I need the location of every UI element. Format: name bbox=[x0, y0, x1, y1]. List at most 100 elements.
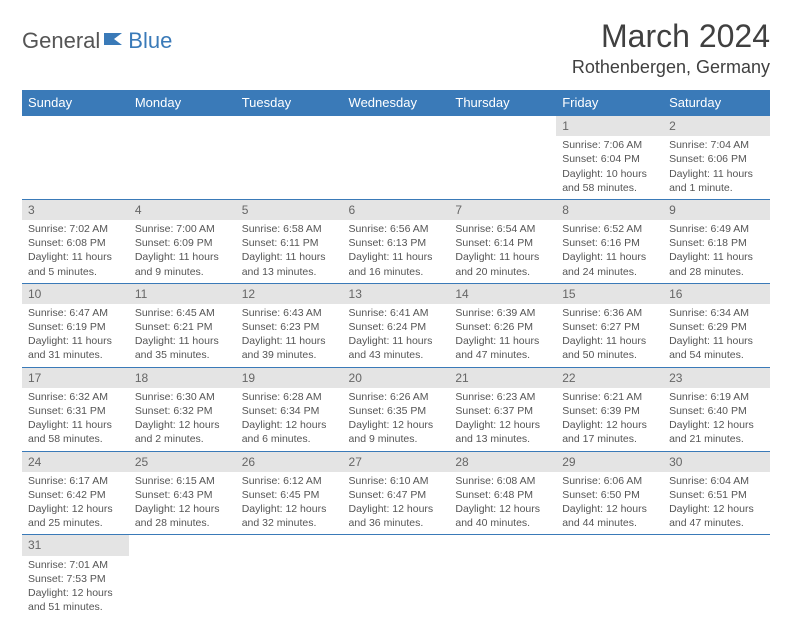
day-number: 30 bbox=[663, 452, 770, 472]
daylight-text: Daylight: 12 hours and 40 minutes. bbox=[455, 502, 550, 530]
day-number: 16 bbox=[663, 284, 770, 304]
day-header-row: SundayMondayTuesdayWednesdayThursdayFrid… bbox=[22, 90, 770, 116]
day-number: 10 bbox=[22, 284, 129, 304]
daylight-text: Daylight: 11 hours and 35 minutes. bbox=[135, 334, 230, 362]
sunset-text: Sunset: 7:53 PM bbox=[28, 572, 123, 586]
sunset-text: Sunset: 6:51 PM bbox=[669, 488, 764, 502]
sunset-text: Sunset: 6:11 PM bbox=[242, 236, 337, 250]
calendar-cell: 19Sunrise: 6:28 AMSunset: 6:34 PMDayligh… bbox=[236, 367, 343, 451]
sunset-text: Sunset: 6:27 PM bbox=[562, 320, 657, 334]
calendar-cell: 16 Sunrise: 6:34 AMSunset: 6:29 PMDayligh… bbox=[663, 283, 770, 367]
calendar-cell: 27Sunrise: 6:10 AMSunset: 6:47 PMDayligh… bbox=[343, 451, 450, 535]
calendar-cell: 15Sunrise: 6:36 AMSunset: 6:27 PMDayligh… bbox=[556, 283, 663, 367]
sunset-text: Sunset: 6:29 PM bbox=[669, 320, 764, 334]
day-number: 27 bbox=[343, 452, 450, 472]
daylight-text: Daylight: 12 hours and 32 minutes. bbox=[242, 502, 337, 530]
calendar-cell: 12Sunrise: 6:43 AMSunset: 6:23 PMDayligh… bbox=[236, 283, 343, 367]
daylight-text: Daylight: 12 hours and 36 minutes. bbox=[349, 502, 444, 530]
sunset-text: Sunset: 6:24 PM bbox=[349, 320, 444, 334]
day-number: 31 bbox=[22, 535, 129, 555]
sunset-text: Sunset: 6:26 PM bbox=[455, 320, 550, 334]
calendar-cell bbox=[22, 116, 129, 200]
daylight-text: Daylight: 10 hours and 58 minutes. bbox=[562, 167, 657, 195]
day-header: Thursday bbox=[449, 90, 556, 116]
day-number: 17 bbox=[22, 368, 129, 388]
daylight-text: Daylight: 12 hours and 47 minutes. bbox=[669, 502, 764, 530]
calendar-cell: 8Sunrise: 6:52 AMSunset: 6:16 PMDaylight… bbox=[556, 199, 663, 283]
sunset-text: Sunset: 6:50 PM bbox=[562, 488, 657, 502]
calendar-cell: 24Sunrise: 6:17 AMSunset: 6:42 PMDayligh… bbox=[22, 451, 129, 535]
calendar-cell: 23Sunrise: 6:19 AMSunset: 6:40 PMDayligh… bbox=[663, 367, 770, 451]
sunset-text: Sunset: 6:21 PM bbox=[135, 320, 230, 334]
calendar-cell: 18Sunrise: 6:30 AMSunset: 6:32 PMDayligh… bbox=[129, 367, 236, 451]
day-number: 6 bbox=[343, 200, 450, 220]
sunrise-text: Sunrise: 6:10 AM bbox=[349, 474, 444, 488]
sunrise-text: Sunrise: 6:28 AM bbox=[242, 390, 337, 404]
sunrise-text: Sunrise: 6:56 AM bbox=[349, 222, 444, 236]
day-number: 13 bbox=[343, 284, 450, 304]
sunset-text: Sunset: 6:48 PM bbox=[455, 488, 550, 502]
day-number: 29 bbox=[556, 452, 663, 472]
sunset-text: Sunset: 6:37 PM bbox=[455, 404, 550, 418]
calendar-cell bbox=[129, 535, 236, 618]
day-number: 24 bbox=[22, 452, 129, 472]
calendar-cell: 21Sunrise: 6:23 AMSunset: 6:37 PMDayligh… bbox=[449, 367, 556, 451]
sunrise-text: Sunrise: 7:04 AM bbox=[669, 138, 764, 152]
sunrise-text: Sunrise: 6:43 AM bbox=[242, 306, 337, 320]
daylight-text: Daylight: 11 hours and 1 minute. bbox=[669, 167, 764, 195]
sunrise-text: Sunrise: 6:34 AM bbox=[669, 306, 764, 320]
sunset-text: Sunset: 6:32 PM bbox=[135, 404, 230, 418]
calendar-week: 1Sunrise: 7:06 AMSunset: 6:04 PMDaylight… bbox=[22, 116, 770, 200]
logo: General Blue bbox=[22, 18, 172, 54]
header: General Blue March 2024 Rothenbergen, Ge… bbox=[22, 18, 770, 78]
sunrise-text: Sunrise: 6:54 AM bbox=[455, 222, 550, 236]
daylight-text: Daylight: 12 hours and 21 minutes. bbox=[669, 418, 764, 446]
sunrise-text: Sunrise: 6:45 AM bbox=[135, 306, 230, 320]
sunrise-text: Sunrise: 6:32 AM bbox=[28, 390, 123, 404]
calendar-cell: 25Sunrise: 6:15 AMSunset: 6:43 PMDayligh… bbox=[129, 451, 236, 535]
sunrise-text: Sunrise: 6:04 AM bbox=[669, 474, 764, 488]
day-number: 7 bbox=[449, 200, 556, 220]
calendar-week: 10Sunrise: 6:47 AMSunset: 6:19 PMDayligh… bbox=[22, 283, 770, 367]
sunrise-text: Sunrise: 7:06 AM bbox=[562, 138, 657, 152]
sunset-text: Sunset: 6:43 PM bbox=[135, 488, 230, 502]
calendar-cell: 13Sunrise: 6:41 AMSunset: 6:24 PMDayligh… bbox=[343, 283, 450, 367]
sunset-text: Sunset: 6:45 PM bbox=[242, 488, 337, 502]
daylight-text: Daylight: 11 hours and 54 minutes. bbox=[669, 334, 764, 362]
calendar-cell: 1Sunrise: 7:06 AMSunset: 6:04 PMDaylight… bbox=[556, 116, 663, 200]
day-number: 22 bbox=[556, 368, 663, 388]
sunrise-text: Sunrise: 6:36 AM bbox=[562, 306, 657, 320]
daylight-text: Daylight: 11 hours and 13 minutes. bbox=[242, 250, 337, 278]
calendar-cell: 22Sunrise: 6:21 AMSunset: 6:39 PMDayligh… bbox=[556, 367, 663, 451]
sunrise-text: Sunrise: 6:49 AM bbox=[669, 222, 764, 236]
calendar-week: 31Sunrise: 7:01 AMSunset: 7:53 PMDayligh… bbox=[22, 535, 770, 618]
day-header: Saturday bbox=[663, 90, 770, 116]
calendar-cell: 3Sunrise: 7:02 AMSunset: 6:08 PMDaylight… bbox=[22, 199, 129, 283]
sunrise-text: Sunrise: 6:19 AM bbox=[669, 390, 764, 404]
day-number: 20 bbox=[343, 368, 450, 388]
logo-flag-icon bbox=[104, 31, 126, 52]
calendar-cell bbox=[663, 535, 770, 618]
calendar-cell: 29Sunrise: 6:06 AMSunset: 6:50 PMDayligh… bbox=[556, 451, 663, 535]
daylight-text: Daylight: 11 hours and 58 minutes. bbox=[28, 418, 123, 446]
sunset-text: Sunset: 6:06 PM bbox=[669, 152, 764, 166]
calendar-cell: 31Sunrise: 7:01 AMSunset: 7:53 PMDayligh… bbox=[22, 535, 129, 618]
daylight-text: Daylight: 12 hours and 13 minutes. bbox=[455, 418, 550, 446]
sunrise-text: Sunrise: 6:26 AM bbox=[349, 390, 444, 404]
sunrise-text: Sunrise: 7:02 AM bbox=[28, 222, 123, 236]
sunset-text: Sunset: 6:23 PM bbox=[242, 320, 337, 334]
day-number: 28 bbox=[449, 452, 556, 472]
day-number: 12 bbox=[236, 284, 343, 304]
sunset-text: Sunset: 6:31 PM bbox=[28, 404, 123, 418]
sunset-text: Sunset: 6:09 PM bbox=[135, 236, 230, 250]
day-number: 14 bbox=[449, 284, 556, 304]
calendar-cell: 14Sunrise: 6:39 AMSunset: 6:26 PMDayligh… bbox=[449, 283, 556, 367]
daylight-text: Daylight: 12 hours and 25 minutes. bbox=[28, 502, 123, 530]
calendar-cell: 2Sunrise: 7:04 AMSunset: 6:06 PMDaylight… bbox=[663, 116, 770, 200]
calendar-cell: 28 Sunrise: 6:08 AMSunset: 6:48 PMDayligh… bbox=[449, 451, 556, 535]
calendar-cell: 9Sunrise: 6:49 AMSunset: 6:18 PMDaylight… bbox=[663, 199, 770, 283]
sunrise-text: Sunrise: 6:08 AM bbox=[455, 474, 550, 488]
sunset-text: Sunset: 6:35 PM bbox=[349, 404, 444, 418]
sunrise-text: Sunrise: 6:15 AM bbox=[135, 474, 230, 488]
logo-text-blue: Blue bbox=[128, 28, 172, 54]
